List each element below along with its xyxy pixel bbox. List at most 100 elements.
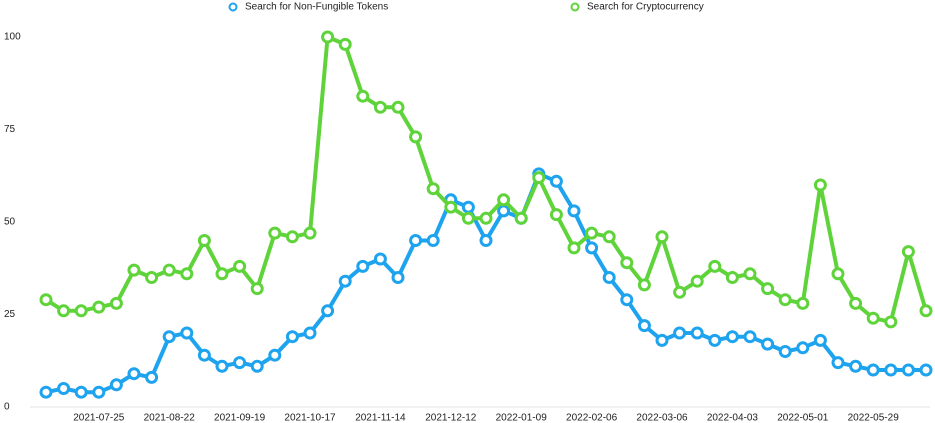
point: [549, 174, 563, 188]
point: [74, 304, 88, 318]
point: [884, 315, 898, 329]
point: [743, 267, 757, 281]
x-tick-label: 2021-08-22: [144, 413, 196, 423]
point: [708, 259, 722, 273]
point: [162, 263, 176, 277]
point: [813, 333, 827, 347]
point: [549, 208, 563, 222]
point: [637, 278, 651, 292]
point: [373, 100, 387, 114]
point: [338, 274, 352, 288]
y-tick-label: 50: [4, 217, 16, 228]
point: [162, 330, 176, 344]
x-tick-label: 2022-02-06: [566, 413, 618, 423]
point: [92, 385, 106, 399]
point: [708, 333, 722, 347]
point: [479, 211, 493, 225]
y-tick-label: 75: [4, 124, 16, 135]
point: [250, 282, 264, 296]
x-tick-label: 2022-04-03: [707, 413, 759, 423]
point: [303, 326, 317, 340]
point: [285, 330, 299, 344]
point: [602, 230, 616, 244]
point: [356, 259, 370, 273]
point: [356, 89, 370, 103]
point: [391, 100, 405, 114]
point: [109, 378, 123, 392]
legend-marker: [570, 2, 580, 12]
point: [901, 245, 915, 259]
y-tick-label: 100: [4, 32, 21, 43]
point: [74, 385, 88, 399]
point: [215, 267, 229, 281]
point: [866, 363, 880, 377]
point: [285, 230, 299, 244]
point: [514, 211, 528, 225]
point: [725, 330, 739, 344]
point: [796, 296, 810, 310]
point: [127, 367, 141, 381]
point: [444, 200, 458, 214]
point: [109, 296, 123, 310]
point: [567, 241, 581, 255]
point: [303, 226, 317, 240]
point: [497, 193, 511, 207]
point: [884, 363, 898, 377]
point: [831, 267, 845, 281]
point: [215, 359, 229, 373]
point: [338, 37, 352, 51]
point: [761, 282, 775, 296]
point: [620, 256, 634, 270]
point: [761, 337, 775, 351]
point: [585, 226, 599, 240]
x-tick-label: 2021-12-12: [425, 413, 477, 423]
line: [45, 171, 926, 395]
point: [145, 370, 159, 384]
point: [849, 296, 863, 310]
series: [39, 30, 933, 329]
point: [479, 234, 493, 247]
point: [250, 359, 264, 373]
point: [831, 356, 845, 370]
point: [92, 300, 106, 314]
x-tick-label: 2022-05-29: [848, 413, 900, 423]
point: [57, 382, 71, 395]
point: [127, 263, 141, 277]
point: [197, 348, 211, 362]
point: [778, 345, 792, 358]
point: [901, 363, 915, 377]
x-tick-label: 2022-05-01: [777, 413, 829, 423]
point: [813, 178, 827, 192]
point: [39, 293, 53, 307]
point: [233, 259, 247, 273]
point: [655, 230, 669, 244]
point: [321, 30, 335, 44]
point: [690, 326, 704, 340]
x-tick-label: 2022-03-06: [636, 413, 688, 423]
point: [180, 267, 194, 281]
point: [426, 234, 440, 247]
point: [690, 274, 704, 288]
legend-label: Search for Cryptocurrency: [587, 2, 704, 13]
point: [585, 241, 599, 255]
point: [461, 211, 475, 225]
x-tick-label: 2021-09-19: [214, 413, 266, 423]
point: [391, 271, 405, 284]
point: [426, 182, 440, 196]
point: [461, 200, 475, 214]
legend-label: Search for Non-Fungible Tokens: [245, 2, 388, 13]
point: [743, 330, 757, 344]
point: [268, 226, 282, 240]
point: [197, 234, 211, 247]
point: [57, 304, 71, 318]
point: [866, 311, 880, 325]
point: [409, 130, 423, 144]
point: [620, 293, 634, 307]
point: [321, 304, 335, 318]
point: [796, 341, 810, 355]
x-tick-label: 2021-11-14: [355, 413, 406, 423]
series: [39, 167, 933, 399]
point: [849, 359, 863, 373]
line: [44, 35, 928, 324]
